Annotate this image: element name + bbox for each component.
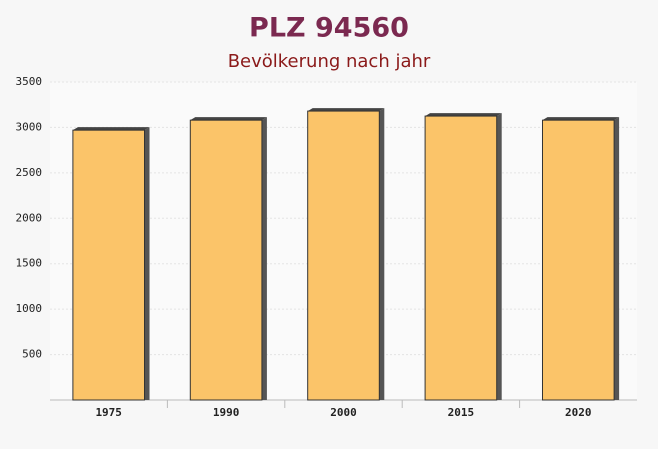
bar <box>189 119 263 401</box>
bar-top <box>72 127 150 131</box>
chart-subtitle: Bevölkerung nach jahr <box>228 51 431 72</box>
bar-shadow <box>261 117 267 400</box>
bar-top <box>425 113 502 117</box>
bar-top <box>307 108 385 112</box>
bar <box>424 115 498 401</box>
x-tick-label: 1975 <box>95 406 122 419</box>
bar-shadow <box>496 113 502 401</box>
bar-top <box>542 117 620 121</box>
chart-title: PLZ 94560 <box>249 13 409 44</box>
bar-shadow <box>144 127 150 400</box>
x-tick-label: 2000 <box>330 406 357 419</box>
y-tick-label: 3000 <box>16 120 43 133</box>
x-tick-label: 2015 <box>448 406 475 419</box>
bar-top <box>190 117 267 121</box>
x-tick-label: 1990 <box>213 406 240 419</box>
bar <box>307 110 380 401</box>
bar-shadow <box>379 108 385 401</box>
y-tick-label: 1500 <box>16 257 43 270</box>
y-tick-label: 2500 <box>16 166 43 179</box>
y-tick-label: 1000 <box>16 302 43 315</box>
y-tick-label: 3500 <box>16 75 43 88</box>
y-tick-label: 2000 <box>16 211 43 224</box>
bar-shadow <box>614 117 620 400</box>
bar <box>541 119 615 401</box>
x-tick-label: 2020 <box>565 406 592 419</box>
y-tick-label: 500 <box>22 348 42 361</box>
bar <box>72 129 146 401</box>
